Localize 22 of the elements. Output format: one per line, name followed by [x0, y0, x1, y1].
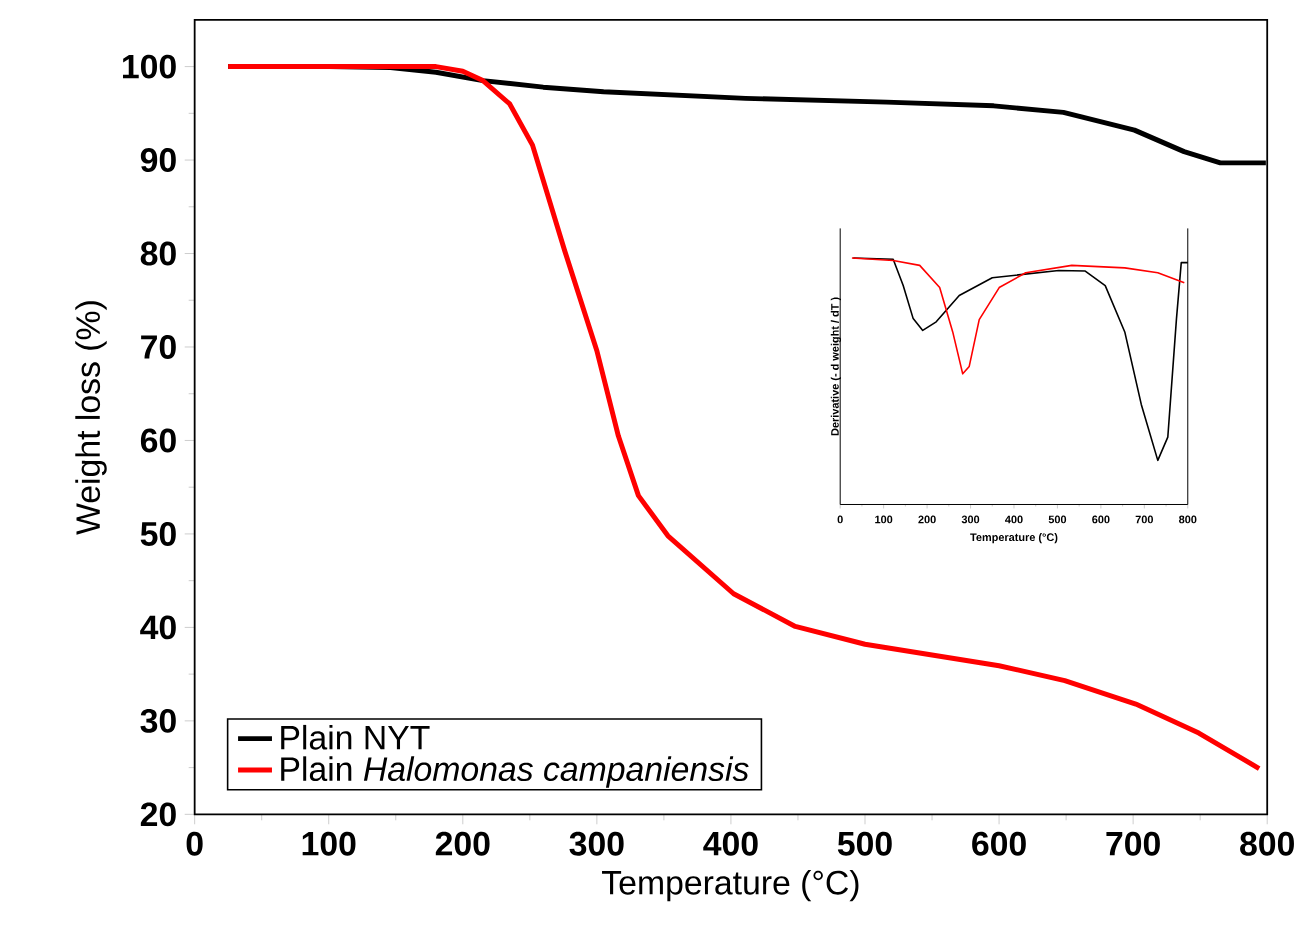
legend-label: Plain Halomonas campaniensis	[281, 756, 749, 789]
x-tick-label: 0	[186, 832, 203, 856]
y-tick-label: 70	[141, 335, 176, 360]
y-tick-label: 50	[140, 522, 176, 547]
x-tick-label: 400	[703, 832, 758, 856]
y-tick-label: 100	[123, 54, 176, 79]
x-tick-label: 800	[1240, 832, 1294, 856]
x-axis-title: Temperature (°C)	[602, 870, 859, 902]
x-tick-label: 300	[569, 832, 624, 856]
x-tick-label: 500	[837, 832, 892, 856]
y-tick-label: 90	[140, 148, 176, 173]
y-tick-label: 60	[140, 428, 176, 453]
x-tick-label: 100	[302, 832, 356, 856]
x-tick-label: 700	[1106, 832, 1160, 856]
legend-label: Plain NYT	[281, 725, 430, 750]
y-axis-title: Weight loss (%)	[75, 301, 107, 536]
y-tick-label: 30	[140, 709, 176, 734]
x-tick-label: 200	[435, 832, 490, 856]
y-tick-label: 80	[140, 241, 176, 266]
y-tick-label: 40	[140, 615, 176, 640]
y-tick-label: 20	[140, 802, 176, 827]
x-tick-label: 600	[972, 832, 1026, 856]
